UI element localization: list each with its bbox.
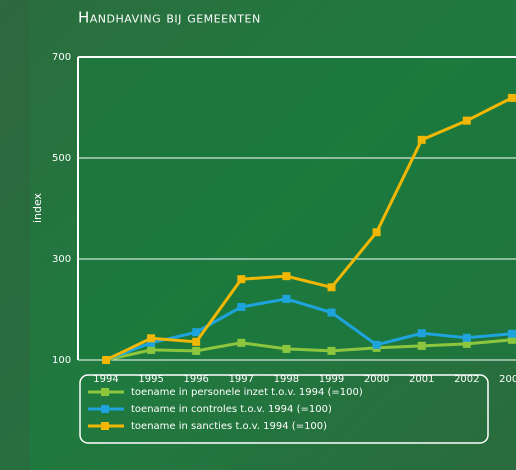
y-tick-label: 100 xyxy=(52,355,71,366)
y-axis-label: index xyxy=(31,192,44,223)
point xyxy=(327,308,336,317)
point xyxy=(327,346,336,355)
plot-area xyxy=(78,57,516,360)
x-tick-label: 2002 xyxy=(454,374,479,385)
point xyxy=(417,341,426,350)
side-strip xyxy=(0,0,30,470)
legend-swatch xyxy=(101,388,109,396)
x-tick-label: 1999 xyxy=(319,374,344,385)
point xyxy=(192,328,201,337)
point xyxy=(147,345,156,354)
legend-label: toename in personele inzet t.o.v. 1994 (… xyxy=(131,387,363,398)
point xyxy=(507,335,516,344)
point xyxy=(237,338,246,347)
point xyxy=(147,338,156,347)
x-tick-label: 1997 xyxy=(229,374,254,385)
y-tick-label: 700 xyxy=(52,52,71,63)
legend-swatch xyxy=(101,405,109,413)
point xyxy=(372,340,381,349)
legend-box xyxy=(79,374,489,444)
point xyxy=(372,228,381,237)
series-line xyxy=(105,338,513,362)
point xyxy=(147,334,156,343)
point xyxy=(507,329,516,338)
chart-title: Handhaving bij gemeenten xyxy=(78,9,261,27)
point xyxy=(237,275,246,284)
point xyxy=(462,333,471,342)
point xyxy=(192,337,201,346)
x-tick-label: 1995 xyxy=(138,374,163,385)
x-tick-label: 2000 xyxy=(364,374,389,385)
point xyxy=(417,135,426,144)
point xyxy=(507,93,516,102)
point xyxy=(282,272,291,281)
legend-label: toename in sancties t.o.v. 1994 (=100) xyxy=(131,421,327,432)
point xyxy=(462,116,471,125)
y-tick-label: 300 xyxy=(52,254,71,265)
series-line xyxy=(105,96,513,362)
legend-label: toename in controles t.o.v. 1994 (=100) xyxy=(131,404,332,415)
point xyxy=(327,283,336,292)
legend-swatch xyxy=(101,422,109,430)
point xyxy=(192,346,201,355)
x-tick-label: 1994 xyxy=(93,374,118,385)
point xyxy=(282,294,291,303)
x-tick-label: 1998 xyxy=(274,374,299,385)
y-tick-label: 500 xyxy=(52,153,71,164)
point xyxy=(282,344,291,353)
x-tick-label: 2001 xyxy=(409,374,434,385)
point xyxy=(102,356,110,364)
point xyxy=(237,302,246,311)
point xyxy=(417,329,426,338)
point xyxy=(462,339,471,348)
x-tick-label: 1996 xyxy=(183,374,208,385)
x-tick-label: 2003 xyxy=(499,374,516,385)
series-line xyxy=(105,297,513,362)
